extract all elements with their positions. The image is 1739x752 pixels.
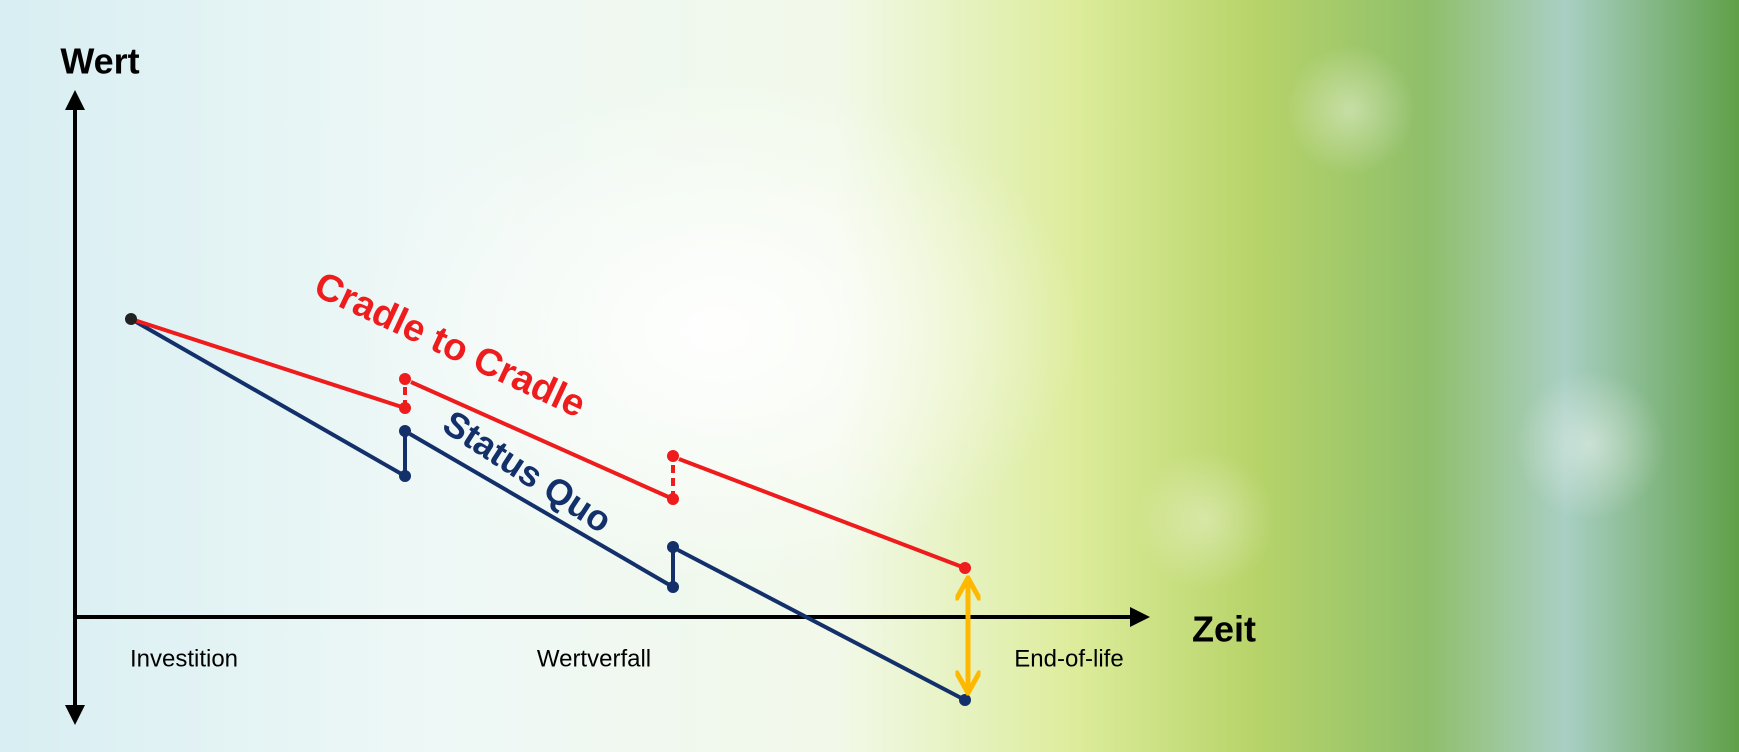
cradle-points — [399, 373, 971, 574]
phase-label: Wertverfall — [537, 645, 651, 672]
series-label: Status Quo — [436, 402, 619, 541]
phase-label: End-of-life — [1014, 645, 1123, 672]
phase-label: Investition — [130, 645, 238, 672]
x-axis-label: Zeit — [1192, 609, 1256, 650]
series-label: Cradle to Cradle — [308, 264, 592, 426]
cradle-line — [131, 319, 965, 568]
start-point — [125, 313, 137, 325]
slide: Wert Zeit Investition Wertverfall End-of… — [0, 0, 1739, 752]
diagram: Wert Zeit Investition Wertverfall End-of… — [0, 0, 1739, 752]
y-axis-label: Wert — [60, 41, 139, 82]
